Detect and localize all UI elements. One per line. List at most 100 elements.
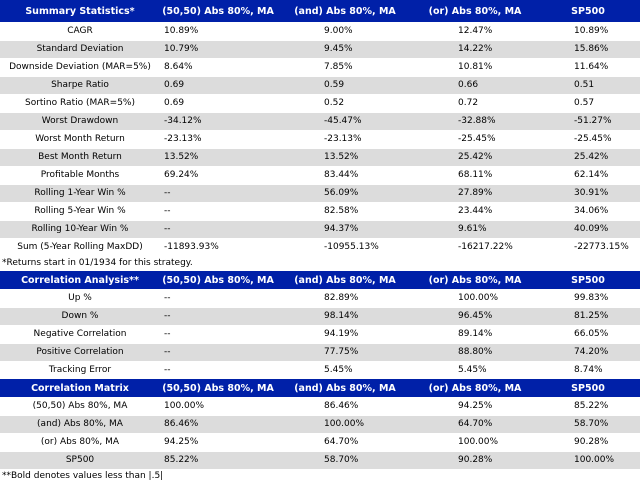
row-label: Worst Month Return (0, 130, 160, 149)
table-cell: 94.25% (160, 433, 276, 452)
table-cell: 83.44% (276, 166, 414, 185)
table-cell: 100.00% (414, 433, 536, 452)
table-row: Sum (5-Year Rolling MaxDD) -11893.93% -109… (0, 238, 640, 256)
table-row: Worst Drawdown -34.12% -45.47% -32.88% -51.2… (0, 112, 640, 131)
table-cell: -16217.22% (414, 238, 536, 256)
table-cell: 86.46% (160, 415, 276, 434)
table-row: Downside Deviation (MAR=5%) 8.64% 7.85% 10.… (0, 58, 640, 77)
correlation-matrix-header: Correlation Matrix (50,50) Abs 80%, MA (an… (0, 379, 640, 398)
table-cell: -- (160, 220, 276, 239)
table-cell: -- (160, 325, 276, 344)
table-row: Profitable Months 69.24% 83.44% 68.11% 62.14… (0, 166, 640, 185)
table-cell: 68.11% (414, 166, 536, 185)
table-cell: -23.13% (276, 130, 414, 149)
table-cell: 0.66 (414, 76, 536, 95)
table-cell: 74.20% (536, 343, 640, 362)
table-cell: 40.09% (536, 220, 640, 239)
table-cell: -25.45% (414, 130, 536, 149)
column-header: (50,50) Abs 80%, MA (160, 0, 276, 23)
table-cell: 100.00% (276, 415, 414, 434)
row-label: (or) Abs 80%, MA (0, 433, 160, 452)
table-cell: 90.28% (536, 433, 640, 452)
table-cell: 94.25% (414, 397, 536, 416)
table-cell: 30.91% (536, 184, 640, 203)
table-row: SP500 85.22% 58.70% 90.28% 100.00% (0, 451, 640, 469)
table-cell: 85.22% (160, 451, 276, 469)
table-cell: 89.14% (414, 325, 536, 344)
table-cell: 58.70% (536, 415, 640, 434)
table-cell: 9.00% (276, 22, 414, 41)
table-cell: 9.61% (414, 220, 536, 239)
column-header: (or) Abs 80%, MA (414, 0, 536, 23)
table-row: Negative Correlation -- 94.19% 89.14% 66.05% (0, 325, 640, 344)
table-cell: 12.47% (414, 22, 536, 41)
row-label: Tracking Error (0, 361, 160, 379)
table-row: (50,50) Abs 80%, MA 100.00% 86.46% 94.25% 85… (0, 397, 640, 416)
table-cell: 15.86% (536, 40, 640, 59)
row-label: Down % (0, 307, 160, 326)
table-row: Sharpe Ratio 0.69 0.59 0.66 0.51 (0, 76, 640, 95)
row-label: Profitable Months (0, 166, 160, 185)
table-cell: 77.75% (276, 343, 414, 362)
table-cell: -22773.15% (536, 238, 640, 256)
table-cell: -25.45% (536, 130, 640, 149)
table-cell: 0.59 (276, 76, 414, 95)
table-row: (and) Abs 80%, MA 86.46% 100.00% 64.70% 58.7… (0, 415, 640, 434)
table-cell: 100.00% (160, 397, 276, 416)
table-cell: 5.45% (276, 361, 414, 379)
table-cell: 66.05% (536, 325, 640, 344)
row-label: Standard Deviation (0, 40, 160, 59)
table-cell: 8.74% (536, 361, 640, 379)
section-title: Correlation Matrix (0, 379, 160, 398)
row-label: Rolling 5-Year Win % (0, 202, 160, 221)
table-cell: 11.64% (536, 58, 640, 77)
row-label: Sum (5-Year Rolling MaxDD) (0, 238, 160, 256)
footnote: *Returns start in 01/1934 for this strat… (0, 256, 640, 271)
table-cell: 13.52% (160, 148, 276, 167)
row-label: CAGR (0, 22, 160, 41)
table-cell: 100.00% (414, 289, 536, 308)
table-cell: -32.88% (414, 112, 536, 131)
table-cell: 0.72 (414, 94, 536, 113)
column-header: SP500 (536, 379, 640, 398)
table-row: Rolling 5-Year Win % -- 82.58% 23.44% 34.06% (0, 202, 640, 221)
table-cell: 64.70% (414, 415, 536, 434)
table-cell: 9.45% (276, 40, 414, 59)
correlation-analysis-header: Correlation Analysis** (50,50) Abs 80%, M… (0, 271, 640, 290)
table-cell: 90.28% (414, 451, 536, 469)
table-row: Tracking Error -- 5.45% 5.45% 8.74% (0, 361, 640, 379)
row-label: Sharpe Ratio (0, 76, 160, 95)
table-cell: 7.85% (276, 58, 414, 77)
column-header: (and) Abs 80%, MA (276, 271, 414, 290)
table-cell: 10.81% (414, 58, 536, 77)
table-cell: -- (160, 184, 276, 203)
table-cell: 69.24% (160, 166, 276, 185)
table-cell: -34.12% (160, 112, 276, 131)
table-row: Positive Correlation -- 77.75% 88.80% 74.20% (0, 343, 640, 362)
table-cell: 100.00% (536, 451, 640, 469)
table-cell: 62.14% (536, 166, 640, 185)
table-row: Sortino Ratio (MAR=5%) 0.69 0.52 0.72 0.57 (0, 94, 640, 113)
table-row: Rolling 10-Year Win % -- 94.37% 9.61% 40.09% (0, 220, 640, 239)
table-cell: 58.70% (276, 451, 414, 469)
table-cell: 25.42% (536, 148, 640, 167)
row-label: Downside Deviation (MAR=5%) (0, 58, 160, 77)
table-cell: 34.06% (536, 202, 640, 221)
table-cell: 94.37% (276, 220, 414, 239)
row-label: SP500 (0, 451, 160, 469)
column-header: (or) Abs 80%, MA (414, 271, 536, 290)
table-cell: 27.89% (414, 184, 536, 203)
column-header: (50,50) Abs 80%, MA (160, 379, 276, 398)
table-row: Standard Deviation 10.79% 9.45% 14.22% 15.86… (0, 40, 640, 59)
column-header: (50,50) Abs 80%, MA (160, 271, 276, 290)
table-cell: -- (160, 343, 276, 362)
table-row: (or) Abs 80%, MA 94.25% 64.70% 100.00% 90.28… (0, 433, 640, 452)
row-label: Worst Drawdown (0, 112, 160, 131)
table-row: Down % -- 98.14% 96.45% 81.25% (0, 307, 640, 326)
table-row: Rolling 1-Year Win % -- 56.09% 27.89% 30.91% (0, 184, 640, 203)
table-cell: 98.14% (276, 307, 414, 326)
section-title: Summary Statistics* (0, 0, 160, 23)
table-cell: 10.79% (160, 40, 276, 59)
column-header: (and) Abs 80%, MA (276, 0, 414, 23)
